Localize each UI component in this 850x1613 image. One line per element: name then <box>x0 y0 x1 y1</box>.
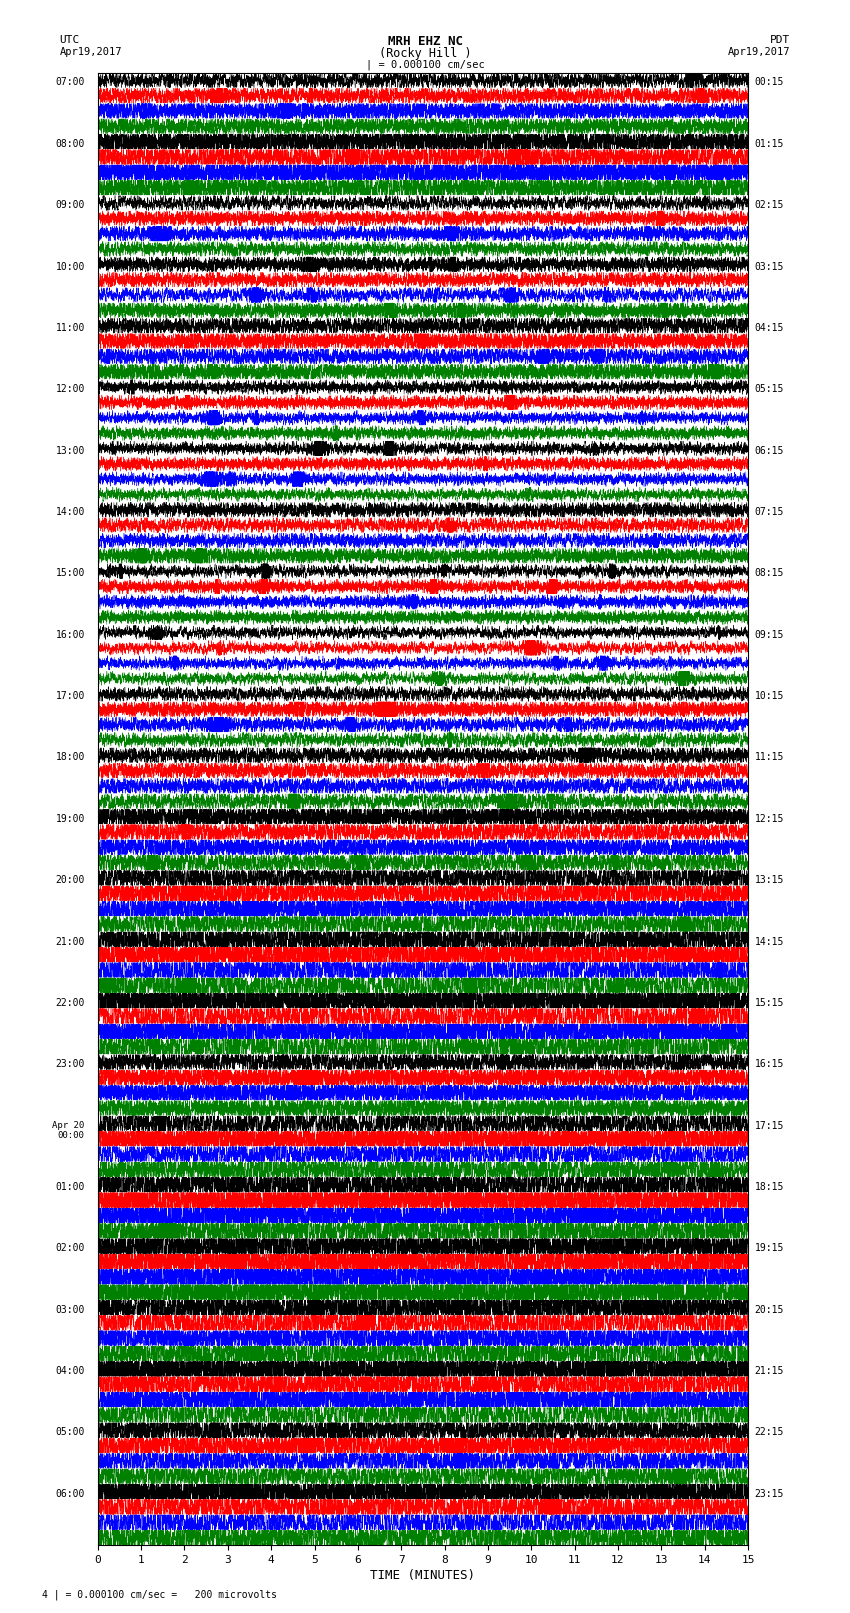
Text: 08:00: 08:00 <box>55 139 85 148</box>
Text: 13:15: 13:15 <box>755 876 784 886</box>
Text: 03:00: 03:00 <box>55 1305 85 1315</box>
Text: 02:15: 02:15 <box>755 200 784 210</box>
Text: 18:00: 18:00 <box>55 753 85 763</box>
Text: 17:00: 17:00 <box>55 690 85 702</box>
Text: 23:15: 23:15 <box>755 1489 784 1498</box>
Text: 05:15: 05:15 <box>755 384 784 394</box>
Text: 12:00: 12:00 <box>55 384 85 394</box>
Text: 04:15: 04:15 <box>755 323 784 332</box>
Text: 21:00: 21:00 <box>55 937 85 947</box>
Text: 15:00: 15:00 <box>55 568 85 579</box>
Text: | = 0.000100 cm/sec: | = 0.000100 cm/sec <box>366 60 484 71</box>
Text: PDT: PDT <box>770 35 790 45</box>
Text: Apr19,2017: Apr19,2017 <box>60 47 122 56</box>
Text: 08:15: 08:15 <box>755 568 784 579</box>
Text: 01:15: 01:15 <box>755 139 784 148</box>
Text: (Rocky Hill ): (Rocky Hill ) <box>379 47 471 60</box>
Text: 00:15: 00:15 <box>755 77 784 87</box>
Text: 17:15: 17:15 <box>755 1121 784 1131</box>
Text: 11:00: 11:00 <box>55 323 85 332</box>
Text: 10:00: 10:00 <box>55 261 85 271</box>
Text: Apr19,2017: Apr19,2017 <box>728 47 791 56</box>
Text: 05:00: 05:00 <box>55 1428 85 1437</box>
Text: 02:00: 02:00 <box>55 1244 85 1253</box>
Text: 10:15: 10:15 <box>755 690 784 702</box>
Text: 22:00: 22:00 <box>55 998 85 1008</box>
Text: 19:00: 19:00 <box>55 815 85 824</box>
Text: 11:15: 11:15 <box>755 753 784 763</box>
Text: 4 | = 0.000100 cm/sec =   200 microvolts: 4 | = 0.000100 cm/sec = 200 microvolts <box>42 1589 277 1600</box>
Text: 16:15: 16:15 <box>755 1060 784 1069</box>
Text: 09:15: 09:15 <box>755 629 784 640</box>
X-axis label: TIME (MINUTES): TIME (MINUTES) <box>371 1569 475 1582</box>
Text: 03:15: 03:15 <box>755 261 784 271</box>
Text: 20:15: 20:15 <box>755 1305 784 1315</box>
Text: 07:00: 07:00 <box>55 77 85 87</box>
Text: 01:00: 01:00 <box>55 1182 85 1192</box>
Text: 16:00: 16:00 <box>55 629 85 640</box>
Text: 23:00: 23:00 <box>55 1060 85 1069</box>
Text: MRH EHZ NC: MRH EHZ NC <box>388 35 462 48</box>
Text: 04:00: 04:00 <box>55 1366 85 1376</box>
Text: 15:15: 15:15 <box>755 998 784 1008</box>
Text: 09:00: 09:00 <box>55 200 85 210</box>
Text: 22:15: 22:15 <box>755 1428 784 1437</box>
Text: 12:15: 12:15 <box>755 815 784 824</box>
Text: UTC: UTC <box>60 35 80 45</box>
Text: 20:00: 20:00 <box>55 876 85 886</box>
Text: 13:00: 13:00 <box>55 445 85 455</box>
Text: 18:15: 18:15 <box>755 1182 784 1192</box>
Text: 06:15: 06:15 <box>755 445 784 455</box>
Text: 14:00: 14:00 <box>55 506 85 518</box>
Text: 07:15: 07:15 <box>755 506 784 518</box>
Text: 14:15: 14:15 <box>755 937 784 947</box>
Text: 21:15: 21:15 <box>755 1366 784 1376</box>
Text: 06:00: 06:00 <box>55 1489 85 1498</box>
Text: 19:15: 19:15 <box>755 1244 784 1253</box>
Text: Apr 20
00:00: Apr 20 00:00 <box>53 1121 85 1140</box>
